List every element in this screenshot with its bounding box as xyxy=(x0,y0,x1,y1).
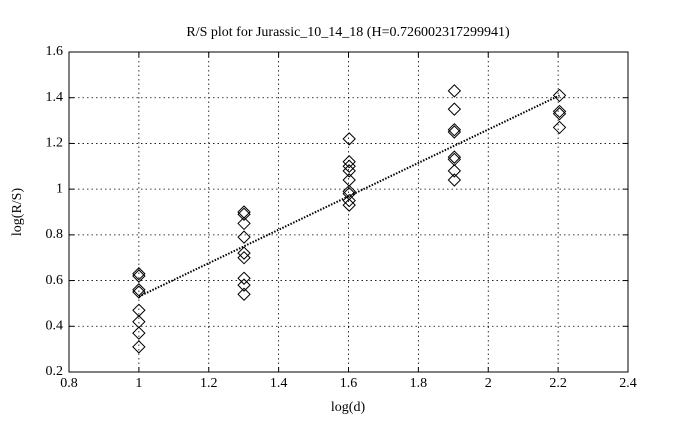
data-point xyxy=(342,184,356,199)
y-tick-label: 1.6 xyxy=(46,44,64,59)
data-point xyxy=(342,159,356,173)
x-tick-label: 1.6 xyxy=(340,376,358,391)
chart-title: R/S plot for Jurassic_10_14_18 (H=0.7260… xyxy=(186,25,510,40)
data-point xyxy=(447,150,462,164)
x-tick-label: 2 xyxy=(485,376,492,391)
data-point xyxy=(552,104,567,119)
x-axis-label: log(d) xyxy=(331,400,366,415)
data-point xyxy=(237,251,251,265)
x-tick-label: 1.8 xyxy=(410,376,428,391)
data-point xyxy=(342,198,356,212)
data-point xyxy=(342,132,356,146)
y-tick-label: 1.2 xyxy=(46,136,64,151)
data-point xyxy=(552,88,567,103)
data-point xyxy=(237,216,251,231)
data-point xyxy=(132,326,146,340)
x-tick-label: 2.4 xyxy=(619,376,637,391)
data-point xyxy=(237,207,251,221)
data-point xyxy=(237,278,251,292)
data-point xyxy=(447,84,462,98)
y-tick-label: 0.6 xyxy=(46,273,64,288)
data-point xyxy=(447,164,462,178)
data-point xyxy=(237,271,251,285)
y-tick-label: 1 xyxy=(56,181,63,196)
data-point xyxy=(132,269,146,283)
data-point xyxy=(342,155,356,169)
data-point xyxy=(237,246,251,260)
data-point xyxy=(447,125,462,139)
data-point xyxy=(552,120,567,135)
y-tick-label: 0.8 xyxy=(46,227,64,242)
data-point xyxy=(132,340,146,354)
y-axis-label: log(R/S) xyxy=(10,188,25,237)
data-point xyxy=(132,267,146,281)
data-point xyxy=(447,173,462,187)
data-point xyxy=(237,287,251,301)
data-point xyxy=(552,107,567,121)
data-point xyxy=(132,285,146,299)
y-tick-label: 1.4 xyxy=(46,90,64,105)
x-tick-label: 1.2 xyxy=(200,376,218,391)
data-point xyxy=(447,123,462,137)
y-tick-label: 0.2 xyxy=(46,364,64,379)
y-tick-label: 0.4 xyxy=(46,319,64,334)
x-tick-label: 1.4 xyxy=(270,376,288,391)
data-point xyxy=(342,164,356,178)
x-tick-label: 2.2 xyxy=(549,376,567,391)
x-tick-label: 1 xyxy=(135,376,142,391)
data-point xyxy=(447,102,462,116)
data-point xyxy=(237,230,251,244)
x-tick-label: 0.8 xyxy=(60,376,78,391)
